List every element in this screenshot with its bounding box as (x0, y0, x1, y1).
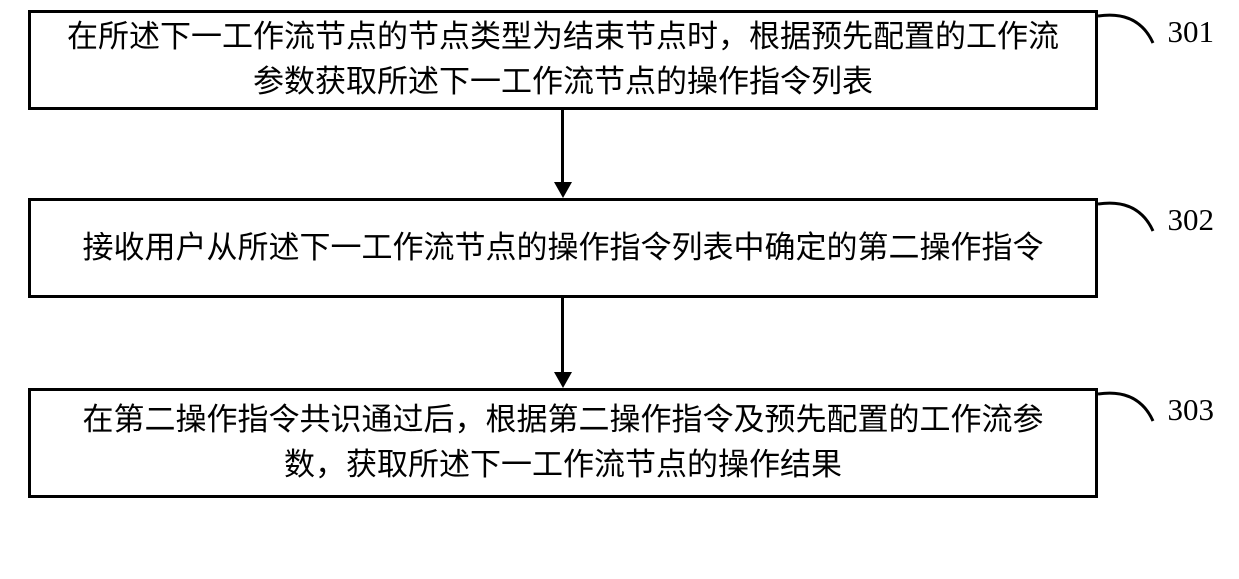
step-1-text: 在所述下一工作流节点的节点类型为结束节点时，根据预先配置的工作流参数获取所述下一… (61, 15, 1065, 105)
step-3-label: 303 (1168, 392, 1215, 428)
flowchart-container: 在所述下一工作流节点的节点类型为结束节点时，根据预先配置的工作流参数获取所述下一… (0, 0, 1239, 579)
step-2-bracket (1098, 198, 1158, 238)
flowchart-step-1: 在所述下一工作流节点的节点类型为结束节点时，根据预先配置的工作流参数获取所述下一… (28, 10, 1098, 110)
step-1-label: 301 (1168, 14, 1215, 50)
arrow-2-head (554, 372, 572, 388)
step-3-bracket (1098, 388, 1158, 428)
arrow-1-line (561, 110, 564, 183)
flowchart-step-2: 接收用户从所述下一工作流节点的操作指令列表中确定的第二操作指令 (28, 198, 1098, 298)
step-2-label: 302 (1168, 202, 1215, 238)
arrow-2-line (561, 298, 564, 373)
arrow-1-head (554, 182, 572, 198)
step-1-bracket (1098, 10, 1158, 50)
flowchart-step-3: 在第二操作指令共识通过后，根据第二操作指令及预先配置的工作流参数，获取所述下一工… (28, 388, 1098, 498)
step-3-text: 在第二操作指令共识通过后，根据第二操作指令及预先配置的工作流参数，获取所述下一工… (61, 398, 1065, 488)
step-2-text: 接收用户从所述下一工作流节点的操作指令列表中确定的第二操作指令 (83, 226, 1044, 271)
